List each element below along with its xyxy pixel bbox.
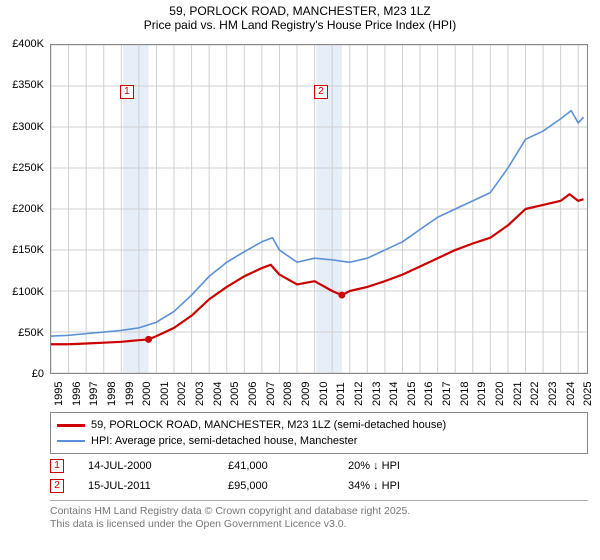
legend-row: HPI: Average price, semi-detached house,… [57, 433, 581, 449]
x-tick-label: 2014 [388, 382, 400, 406]
x-tick-label: 2006 [247, 382, 259, 406]
x-tick-label: 2011 [335, 382, 347, 406]
y-tick-label: £100K [12, 286, 44, 298]
markers-table: 1 14-JUL-2000£41,00020% ↓ HPI 2 15-JUL-2011… [50, 456, 588, 496]
x-tick-label: 1997 [88, 382, 100, 406]
x-tick-label: 2007 [265, 382, 277, 406]
x-tick-label: 2024 [565, 382, 577, 406]
x-tick-label: 2002 [176, 382, 188, 406]
y-tick-label: £50K [18, 327, 44, 339]
legend-swatch [57, 440, 85, 443]
x-tick-label: 1996 [71, 382, 83, 406]
x-tick-label: 2017 [441, 382, 453, 406]
marker-delta: 34% ↓ HPI [348, 480, 468, 492]
x-tick-label: 2010 [318, 382, 330, 406]
y-tick-label: £250K [12, 162, 44, 174]
marker-price: £41,000 [228, 460, 348, 472]
marker-table-row: 2 15-JUL-2011£95,00034% ↓ HPI [50, 476, 588, 496]
x-tick-label: 2000 [141, 382, 153, 406]
chart-plot-area: 12 [50, 44, 588, 374]
x-tick-label: 2003 [194, 382, 206, 406]
x-tick-label: 1995 [53, 382, 65, 406]
y-tick-label: £350K [12, 79, 44, 91]
x-tick-label: 2012 [353, 382, 365, 406]
footer-line-1: Contains HM Land Registry data © Crown c… [50, 505, 588, 518]
legend-label: 59, PORLOCK ROAD, MANCHESTER, M23 1LZ (s… [91, 419, 446, 431]
x-axis-labels: 1995 1996 1997 1998 1999 2000 2001 2002 2003 2004… [50, 376, 588, 408]
x-tick-label: 2023 [547, 382, 559, 406]
x-tick-label: 2008 [282, 382, 294, 406]
x-tick-label: 2018 [459, 382, 471, 406]
chart-container: 59, PORLOCK ROAD, MANCHESTER, M23 1LZ Pr… [0, 0, 600, 560]
x-tick-label: 1998 [106, 382, 118, 406]
y-tick-label: £400K [12, 38, 44, 50]
legend-row: 59, PORLOCK ROAD, MANCHESTER, M23 1LZ (s… [57, 417, 581, 433]
x-tick-label: 2009 [300, 382, 312, 406]
x-tick-label: 2025 [582, 382, 594, 406]
x-tick-label: 2001 [159, 382, 171, 406]
marker-number-box: 2 [50, 479, 64, 493]
x-tick-label: 2021 [512, 382, 524, 406]
y-tick-label: £300K [12, 121, 44, 133]
marker-delta: 20% ↓ HPI [348, 460, 468, 472]
x-tick-label: 2019 [476, 382, 488, 406]
marker-number-box: 1 [50, 459, 64, 473]
legend-label: HPI: Average price, semi-detached house,… [91, 435, 357, 447]
y-tick-label: £200K [12, 203, 44, 215]
title-line-1: 59, PORLOCK ROAD, MANCHESTER, M23 1LZ [0, 4, 600, 18]
footer-line-2: This data is licensed under the Open Gov… [50, 518, 588, 531]
legend: 59, PORLOCK ROAD, MANCHESTER, M23 1LZ (s… [50, 412, 588, 454]
marker-table-row: 1 14-JUL-2000£41,00020% ↓ HPI [50, 456, 588, 476]
x-tick-label: 1999 [124, 382, 136, 406]
x-tick-label: 2016 [423, 382, 435, 406]
chart-title: 59, PORLOCK ROAD, MANCHESTER, M23 1LZ Pr… [0, 0, 600, 35]
chart-svg [51, 45, 587, 373]
y-tick-label: £0 [32, 368, 44, 380]
legend-swatch [57, 424, 85, 427]
x-tick-label: 2022 [529, 382, 541, 406]
marker-price: £95,000 [228, 480, 348, 492]
x-tick-label: 2004 [212, 382, 224, 406]
x-tick-label: 2015 [406, 382, 418, 406]
marker-date: 15-JUL-2011 [88, 480, 228, 492]
x-tick-label: 2020 [494, 382, 506, 406]
marker-date: 14-JUL-2000 [88, 460, 228, 472]
y-axis-labels: £0£50K£100K£150K£200K£250K£300K£350K£400… [0, 44, 48, 374]
title-line-2: Price paid vs. HM Land Registry's House … [0, 18, 600, 32]
x-tick-label: 2005 [229, 382, 241, 406]
y-tick-label: £150K [12, 244, 44, 256]
x-tick-label: 2013 [371, 382, 383, 406]
footer: Contains HM Land Registry data © Crown c… [50, 500, 588, 531]
